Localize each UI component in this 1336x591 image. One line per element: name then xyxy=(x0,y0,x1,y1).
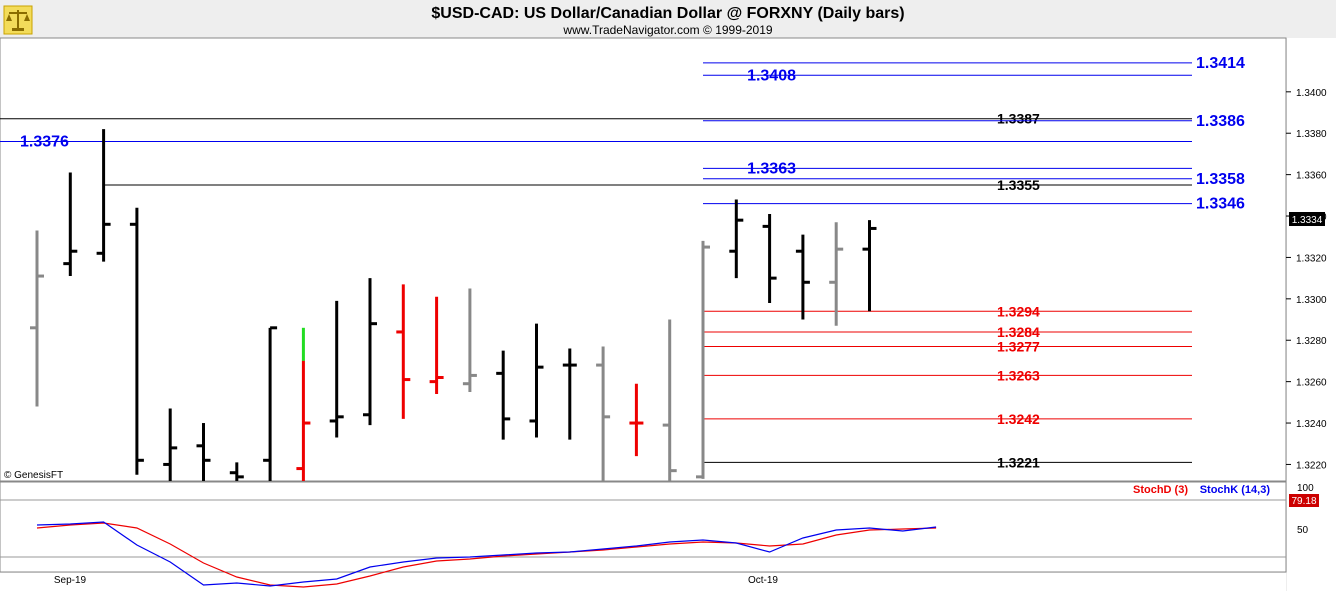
price-bars xyxy=(30,129,877,481)
price-bar-9 xyxy=(329,300,344,438)
level-label-8: 1.3346 xyxy=(1196,196,1245,213)
stochastic-tick-50: 50 xyxy=(1297,525,1309,536)
stochk-line xyxy=(36,521,937,587)
level-label-11: 1.3277 xyxy=(997,338,1040,354)
price-bar-10 xyxy=(363,278,377,426)
balance-scale-icon xyxy=(3,5,33,35)
price-bar-14 xyxy=(496,350,511,440)
price-bar-21 xyxy=(729,199,744,279)
stochastic-current-marker: 79.18 xyxy=(1289,494,1319,507)
stochastic-panel xyxy=(0,481,1287,573)
stochd-label: StochD (3) xyxy=(1133,484,1188,496)
stochastic-lines xyxy=(36,521,937,588)
current-price-marker: 1.3334 xyxy=(1289,212,1325,226)
price-bar-0 xyxy=(30,230,44,407)
date-axis xyxy=(0,573,1286,591)
level-label-2: 1.3387 xyxy=(997,111,1040,127)
level-label-10: 1.3284 xyxy=(997,324,1040,340)
level-label-14: 1.3221 xyxy=(997,454,1040,470)
level-label-6: 1.3358 xyxy=(1196,171,1245,188)
price-ticks: 1.34001.33801.33601.33401.33201.33001.32… xyxy=(1286,88,1327,471)
x-label-sep-19: Sep-19 xyxy=(54,575,87,586)
price-tick-label-6: 1.3280 xyxy=(1296,336,1327,347)
price-bar-11 xyxy=(396,284,411,419)
price-bar-1 xyxy=(63,172,78,277)
price-bar-6 xyxy=(229,462,244,481)
price-axis xyxy=(1287,38,1336,591)
price-bar-20 xyxy=(696,240,710,479)
price-bar-12 xyxy=(429,296,444,395)
price-tick-label-4: 1.3320 xyxy=(1296,253,1327,264)
price-tick-label-2: 1.3360 xyxy=(1296,171,1327,182)
header-background xyxy=(0,0,1336,38)
level-lines: 1.3414 1.3408 1.3387 1.3386 1.3376 1.3363 1.33… xyxy=(0,55,1245,470)
level-label-12: 1.3263 xyxy=(997,367,1040,383)
stochastic-tick-100: 100 xyxy=(1297,483,1314,494)
price-bar-19 xyxy=(662,319,677,481)
level-label-9: 1.3294 xyxy=(997,303,1040,319)
price-tick-label-1: 1.3380 xyxy=(1296,129,1327,140)
level-label-5: 1.3363 xyxy=(747,160,796,177)
price-bar-8 xyxy=(296,327,311,481)
price-bar-4 xyxy=(163,408,178,481)
price-tick-label-5: 1.3300 xyxy=(1296,295,1327,306)
current-price-label: 1.3334 xyxy=(1292,215,1323,226)
level-label-13: 1.3242 xyxy=(997,411,1040,427)
price-bar-18 xyxy=(629,383,644,457)
price-bar-3 xyxy=(129,207,144,475)
price-tick-label-9: 1.3220 xyxy=(1296,460,1327,471)
price-bar-7 xyxy=(263,326,278,481)
price-bar-16 xyxy=(562,348,577,440)
level-label-1: 1.3408 xyxy=(747,67,796,84)
chart-title: $USD-CAD: US Dollar/Canadian Dollar @ FO… xyxy=(431,5,904,22)
price-tick-label-0: 1.3400 xyxy=(1296,88,1327,99)
level-label-4: 1.3376 xyxy=(20,134,69,151)
price-bar-22 xyxy=(762,213,777,303)
price-bar-24 xyxy=(829,222,844,326)
price-bar-2 xyxy=(96,129,111,262)
level-label-7: 1.3355 xyxy=(997,177,1040,193)
watermark: © GenesisFT xyxy=(4,470,63,481)
price-bar-15 xyxy=(529,323,544,438)
stochk-label: StochK (14,3) xyxy=(1200,484,1271,496)
level-label-0: 1.3414 xyxy=(1196,55,1245,72)
level-label-3: 1.3386 xyxy=(1196,113,1245,130)
stochastic-current-label: 79.18 xyxy=(1291,496,1316,507)
price-tick-label-8: 1.3240 xyxy=(1296,419,1327,430)
price-tick-label-7: 1.3260 xyxy=(1296,378,1327,389)
price-bar-25 xyxy=(862,220,877,312)
x-label-oct-19: Oct-19 xyxy=(748,575,778,586)
price-panel xyxy=(0,37,1287,482)
price-bar-23 xyxy=(795,234,810,320)
price-bar-13 xyxy=(462,288,477,392)
price-bar-17 xyxy=(596,346,611,481)
price-bar-5 xyxy=(196,423,211,481)
chart-subtitle: www.TradeNavigator.com © 1999-2019 xyxy=(562,23,772,37)
